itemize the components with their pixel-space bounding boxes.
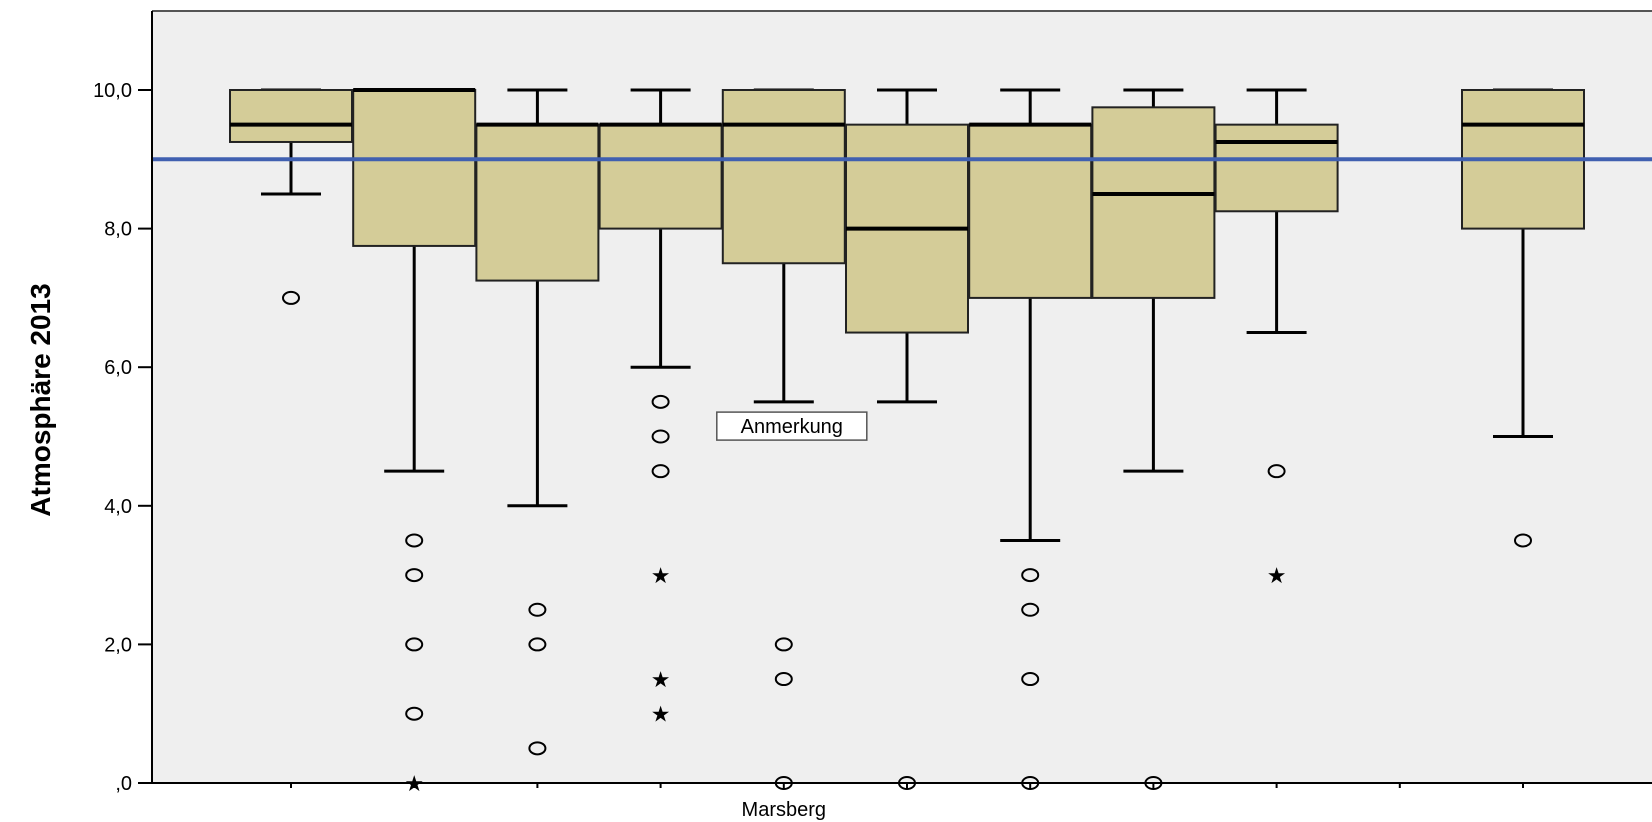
outlier-point (774, 637, 793, 652)
box (968, 123, 1093, 299)
outlier-point (528, 602, 547, 617)
outlier-point (1267, 464, 1286, 479)
y-tick-label: 4,0 (104, 496, 132, 518)
box (1214, 123, 1339, 213)
box (1091, 106, 1216, 299)
annotation-layer: Anmerkung (716, 411, 868, 441)
y-axis-title: Atmosphäre 2013 (25, 283, 56, 516)
y-tick-label: 8,0 (104, 219, 132, 241)
outlier-point (651, 464, 670, 479)
outlier-point (1021, 602, 1040, 617)
box (352, 89, 477, 247)
annotation-text: Anmerkung (741, 416, 843, 438)
extreme-point: ★ (1267, 564, 1287, 589)
outlier-point (405, 637, 424, 652)
x-category-label: Marsberg (742, 799, 826, 821)
outlier-point (651, 429, 670, 444)
outlier-point (282, 290, 300, 305)
outlier-point (774, 776, 793, 790)
y-tick-label: 10,0 (93, 80, 132, 102)
outlier-point (405, 568, 424, 583)
box-group: ★ (1214, 88, 1339, 589)
extreme-point: ★ (651, 668, 671, 693)
outlier-point (651, 394, 670, 409)
box (721, 89, 846, 265)
box-group: ★ (352, 88, 477, 797)
y-tick-label: 6,0 (104, 357, 132, 379)
outlier-point (405, 706, 424, 721)
box-group (475, 88, 600, 756)
box (475, 123, 600, 282)
outlier-point (1144, 776, 1163, 790)
outlier-point (1021, 568, 1040, 583)
outlier-point (1514, 533, 1532, 548)
y-axis: ,0 2,0 4,0 6,0 8,0 10,0 (93, 80, 152, 795)
extreme-point: ★ (404, 772, 424, 797)
box-group (1091, 88, 1216, 790)
outlier-point (898, 776, 916, 790)
outlier-point (1021, 776, 1040, 790)
box-group: ★ ★ ★ (598, 88, 723, 728)
y-tick-label: ,0 (115, 773, 132, 795)
box-group (229, 88, 353, 305)
outlier-point (528, 741, 547, 756)
annotation-box (716, 411, 868, 441)
outlier-point (405, 533, 424, 548)
box-group (968, 88, 1093, 790)
extreme-point: ★ (651, 564, 671, 589)
outlier-point (1021, 672, 1040, 687)
y-tick-label: 2,0 (104, 634, 132, 656)
box (598, 123, 723, 230)
outlier-point (528, 637, 547, 652)
box-group (721, 88, 846, 790)
x-axis: Marsberg (152, 782, 1652, 821)
outlier-point (774, 672, 793, 687)
box (229, 89, 353, 143)
extreme-point: ★ (651, 703, 671, 728)
